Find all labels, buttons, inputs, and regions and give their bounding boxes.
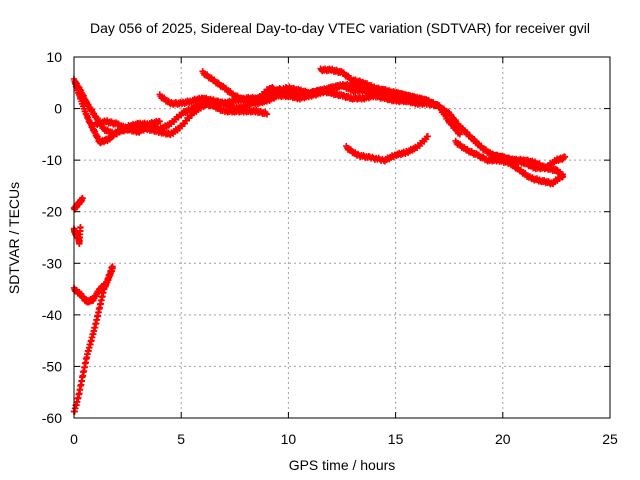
y-tick-label: 10 [46,49,62,65]
series-track-6 [270,80,431,105]
data-point-marker [77,223,84,231]
data-point-marker [262,110,270,117]
data-point-marker [424,97,431,105]
series-track-7 [317,65,410,103]
series-track-4 [156,86,567,181]
data-point-marker [561,153,569,161]
x-tick-label: 10 [281,431,297,447]
y-tick-label: -10 [42,152,62,168]
y-tick-label: -50 [42,358,62,374]
series-track-8 [343,133,431,165]
series-track-14 [70,265,116,415]
data-point-marker [424,133,431,140]
data-point-marker [423,96,431,104]
y-tick-label: -40 [42,307,62,323]
data-point-marker [558,174,566,181]
data-point-marker [263,111,271,118]
x-axis-label: GPS time / hours [289,457,396,473]
y-tick-label: -60 [42,410,62,426]
y-axis-label: SDTVAR / TECUs [6,182,22,294]
data-point-marker [456,131,464,138]
series-track-12 [70,223,84,248]
x-tick-label: 0 [70,431,78,447]
x-tick-label: 25 [602,431,618,447]
x-tick-label: 20 [495,431,511,447]
series-track-11 [70,194,86,213]
chart-title: Day 056 of 2025, Sidereal Day-to-day VTE… [90,20,590,36]
data-point-marker [109,265,116,272]
y-tick-label: 0 [54,101,62,117]
data-point-marker [79,195,86,202]
y-tick-label: -30 [42,255,62,271]
axes: 0 5 10 15 20 25 10 0 -10 -20 -30 -40 -50 -60 [42,49,618,447]
data-point-marker [156,118,163,125]
x-tick-label: 5 [177,431,185,447]
series-track-10 [488,150,569,173]
data-point-marker [559,171,567,178]
plot-frame [73,56,611,419]
data-series [70,65,569,415]
data-point-marker [402,95,409,102]
x-tick-label: 15 [388,431,404,447]
grid-lines [74,57,610,418]
data-point-marker [403,96,410,103]
y-tick-label: -20 [42,204,62,220]
